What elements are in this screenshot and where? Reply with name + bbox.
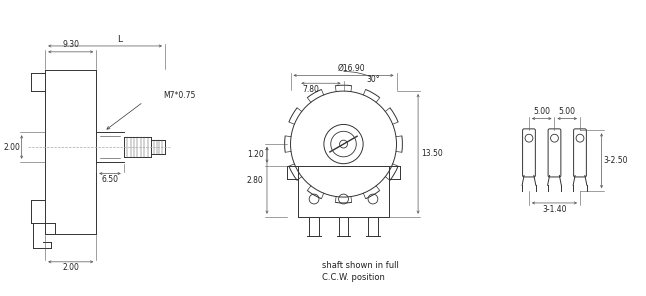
Text: 2.80: 2.80 — [247, 176, 264, 185]
Text: 5.00: 5.00 — [533, 107, 550, 116]
Text: 1.20: 1.20 — [247, 150, 264, 159]
Text: 3-1.40: 3-1.40 — [542, 205, 567, 214]
Text: L: L — [118, 35, 122, 44]
Text: 13.50: 13.50 — [421, 149, 443, 158]
Text: 6.50: 6.50 — [101, 175, 118, 184]
Text: shaft shown in full: shaft shown in full — [322, 261, 399, 270]
Text: 3-2.50: 3-2.50 — [603, 156, 627, 165]
Text: Ø16.90: Ø16.90 — [338, 64, 365, 73]
Text: C.C.W. position: C.C.W. position — [322, 273, 385, 282]
Text: 9.30: 9.30 — [62, 41, 79, 49]
Text: 30°: 30° — [366, 75, 380, 84]
Text: 2.00: 2.00 — [3, 142, 20, 152]
Text: M7*0.75: M7*0.75 — [163, 91, 195, 101]
Text: 5.00: 5.00 — [559, 107, 576, 116]
Text: 2.00: 2.00 — [62, 263, 79, 272]
Text: 7.80: 7.80 — [303, 85, 320, 94]
